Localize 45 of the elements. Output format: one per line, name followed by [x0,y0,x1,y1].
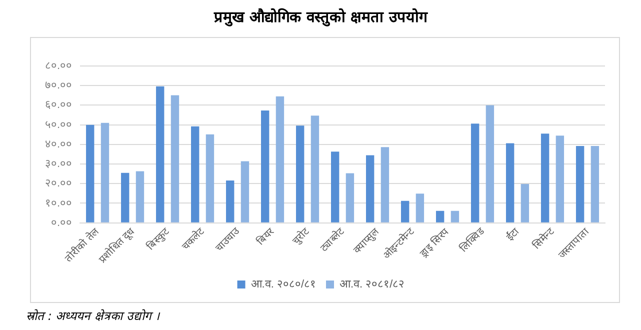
bar [206,134,214,222]
chart-title: प्रमुख औद्योगिक वस्तुको क्षमता उपयोग [212,7,429,26]
text: स्रोत : अध्ययन क्षेत्रका उद्योग । [26,308,160,324]
bar [331,152,340,222]
y-tick-label: ४०.०० [44,138,72,150]
y-tick-label: ०.०० [50,216,72,229]
bar [540,134,550,222]
bar [100,122,110,222]
bar [310,116,320,222]
x-tick-label: ईंटा [504,226,522,244]
y-tick-label: २०.०० [44,178,72,190]
bar [121,172,130,222]
bar [556,136,564,222]
bar [86,124,94,222]
bar [170,95,180,222]
bar [450,210,460,222]
y-tick-label: ५०.०० [44,118,72,131]
bar [380,147,390,222]
y-tick-label: ६०.०० [44,99,72,112]
legend-label: आ.व. २०८०/८१ [250,278,316,291]
bar [436,210,444,222]
bar [240,161,250,222]
bar [576,146,584,222]
bar [276,96,284,222]
y-tick-label: ७०.०० [44,80,72,92]
bar [520,184,530,222]
legend-label: आ.व. २०८१/८२ [340,278,405,291]
bar [296,126,304,222]
bar [590,146,600,222]
bar [156,86,164,222]
bar [470,124,480,222]
bar [191,126,200,222]
bar [366,155,374,222]
y-tick-label: ३०.०० [44,158,72,170]
bar [416,194,424,222]
y-tick-label: ८०.०० [44,60,72,72]
y-tick-label: १०.०० [44,197,72,210]
bar [261,110,270,222]
x-tick-label: चुरोट [290,224,312,247]
bar [486,105,494,222]
bar [346,173,354,222]
bar [136,171,144,222]
bar [400,200,410,222]
bar [506,143,514,222]
bar [226,180,234,222]
